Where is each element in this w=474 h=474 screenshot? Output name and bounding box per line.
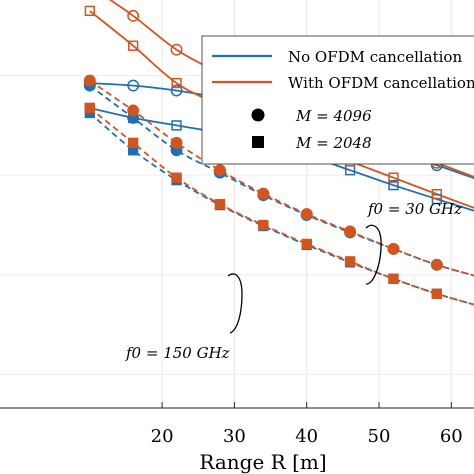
data-point — [387, 242, 400, 255]
x-tick-label: 50 — [368, 426, 391, 447]
legend-box — [201, 35, 474, 165]
legend: No OFDM cancellation With OFDM cancellat… — [201, 35, 474, 165]
data-point — [127, 79, 140, 92]
data-point — [388, 273, 399, 284]
data-point — [84, 5, 95, 17]
data-point — [128, 40, 139, 51]
data-point — [171, 77, 182, 89]
data-point — [170, 43, 183, 56]
data-point — [258, 219, 269, 231]
bracket-150ghz — [227, 273, 243, 334]
data-point — [344, 225, 357, 238]
data-point — [388, 172, 399, 183]
data-point — [431, 288, 442, 299]
legend-label-m4096: M = 4096 — [295, 107, 372, 125]
data-point — [257, 187, 270, 200]
data-point — [213, 164, 226, 177]
data-point — [170, 136, 183, 149]
x-axis-label: Range R [m] — [199, 450, 326, 474]
data-point — [300, 208, 313, 220]
data-point — [127, 9, 140, 22]
legend-label-m2048: M = 2048 — [295, 134, 372, 152]
data-point — [344, 256, 356, 267]
legend-label-with-ofdm: With OFDM cancellation — [288, 74, 474, 92]
data-point — [128, 137, 139, 148]
legend-label-no-ofdm: No OFDM cancellation — [288, 48, 462, 66]
data-point — [170, 84, 183, 97]
data-point — [171, 172, 182, 183]
legend-circle-icon — [251, 108, 265, 122]
data-point — [84, 102, 95, 114]
annotation-30ghz: f0 = 30 GHz — [367, 200, 462, 218]
data-point — [431, 188, 442, 200]
x-tick-label: 20 — [151, 426, 174, 447]
data-point — [83, 74, 96, 87]
data-point — [171, 120, 182, 131]
bracket-30ghz — [365, 224, 382, 285]
x-tick-label: 30 — [223, 426, 246, 447]
x-tick-label: 60 — [440, 426, 463, 447]
legend-square-icon — [252, 136, 264, 148]
data-point — [301, 238, 312, 250]
x-ticks: 203040506070 — [151, 402, 463, 447]
data-point — [430, 258, 443, 271]
series-line-with_2048_150 — [89, 107, 474, 306]
data-point — [214, 198, 226, 210]
data-point — [127, 104, 140, 117]
data-point — [388, 180, 399, 191]
annotation-150ghz: f0 = 150 GHz — [125, 344, 230, 362]
x-tick-label: 40 — [295, 426, 318, 447]
